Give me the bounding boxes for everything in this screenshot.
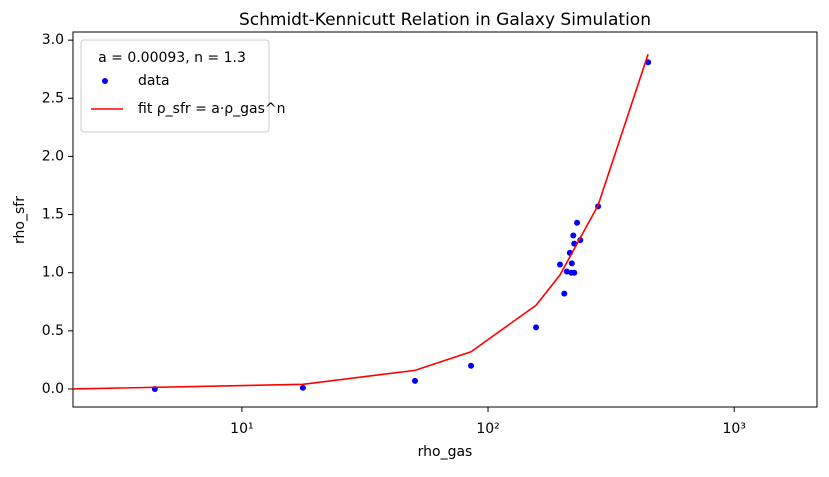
data-point [556, 261, 563, 268]
y-tick-label: 1.0 [42, 265, 64, 281]
x-axis-label: rho_gas [418, 444, 473, 460]
data-point [561, 290, 568, 297]
y-tick-label: 0.0 [42, 381, 64, 397]
x-tick-label: 10³ [722, 421, 745, 437]
data-point [412, 377, 419, 384]
y-axis-label: rho_sfr [12, 196, 28, 244]
plot-frame [72, 31, 818, 408]
legend-title: a = 0.00093, n = 1.3 [98, 50, 246, 66]
x-tick-label: 10¹ [230, 421, 253, 437]
data-point [533, 324, 540, 331]
legend-label: fit ρ_sfr = a·ρ_gas^n [138, 101, 286, 117]
data-point [571, 269, 578, 276]
legend-marker [102, 78, 108, 84]
y-tick-label: 1.5 [42, 207, 64, 223]
data-point [568, 260, 575, 267]
legend-label: data [138, 73, 170, 89]
fit-line [72, 53, 649, 390]
data-point [570, 232, 577, 239]
data-point [574, 219, 581, 226]
legend-box [80, 39, 270, 133]
y-tick-label: 2.0 [42, 148, 64, 164]
x-tick-label: 10² [476, 421, 499, 437]
chart-title: Schmidt-Kennicutt Relation in Galaxy Sim… [239, 10, 651, 30]
y-tick-label: 0.5 [42, 323, 64, 339]
data-point [468, 362, 475, 369]
data-point [563, 268, 570, 275]
y-tick-label: 3.0 [42, 32, 64, 48]
data-point [299, 384, 306, 391]
y-tick-label: 2.5 [42, 90, 64, 106]
